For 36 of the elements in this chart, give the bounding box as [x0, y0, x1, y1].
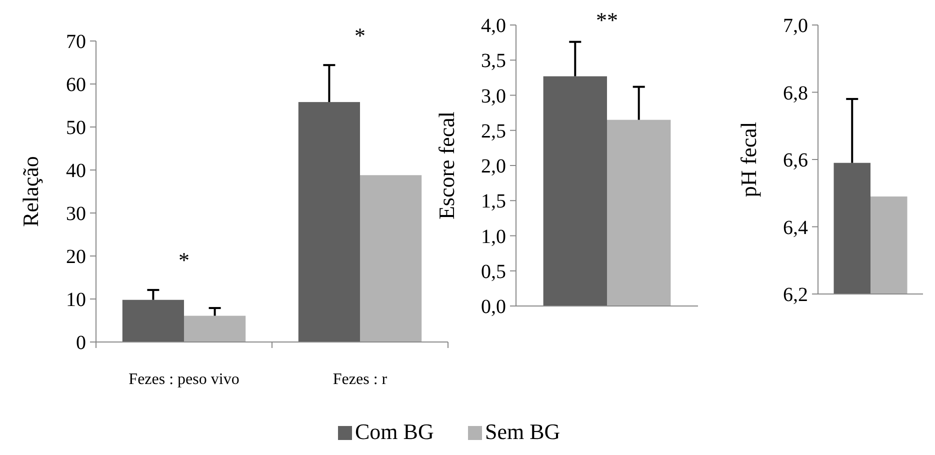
y-tick-label: 4,0	[481, 15, 506, 37]
y-tick-label: 30	[66, 203, 86, 225]
y-tick-label: 20	[66, 246, 86, 268]
y-tick-label: 70	[66, 31, 86, 53]
y-tick-label: 2,0	[481, 156, 506, 178]
y-tick-label: 2,5	[481, 120, 506, 142]
y-tick-label: 3,5	[481, 50, 506, 72]
y-tick-label: 6,2	[783, 284, 808, 306]
y-tick-label: 0,0	[481, 296, 506, 318]
bar	[360, 175, 422, 342]
y-tick-label: 10	[66, 289, 86, 311]
y-tick-label: 3,0	[481, 85, 506, 108]
y-tick-label: 6,6	[783, 150, 808, 172]
y-tick-label: 0,5	[481, 260, 506, 283]
y-axis-title: Escore fecal	[434, 111, 459, 220]
y-tick-label: 50	[66, 117, 86, 139]
y-tick-label: 6,4	[783, 216, 808, 239]
x-tick-label: Fezes : r	[332, 371, 388, 388]
y-tick-label: 40	[66, 160, 86, 182]
bar	[298, 102, 360, 342]
bar	[184, 316, 246, 342]
annotation: *	[354, 22, 366, 48]
y-tick-label: 6,8	[783, 82, 808, 104]
y-axis-title: Relação	[18, 156, 43, 227]
annotation: *	[178, 248, 190, 273]
y-tick-label: 0	[76, 332, 86, 354]
y-tick-label: 7,0	[783, 15, 808, 37]
y-tick-label: 1,5	[481, 190, 506, 213]
y-tick-label: 60	[66, 74, 86, 96]
x-tick-label: Fezes : peso vivo	[128, 371, 240, 388]
legend-label: Sem BG	[485, 419, 560, 444]
legend-label: Com BG	[355, 419, 434, 444]
y-axis-title: pH fecal	[736, 122, 761, 198]
y-tick-label: 1,0	[481, 226, 506, 248]
bar	[122, 300, 184, 342]
annotation: **	[596, 8, 618, 33]
